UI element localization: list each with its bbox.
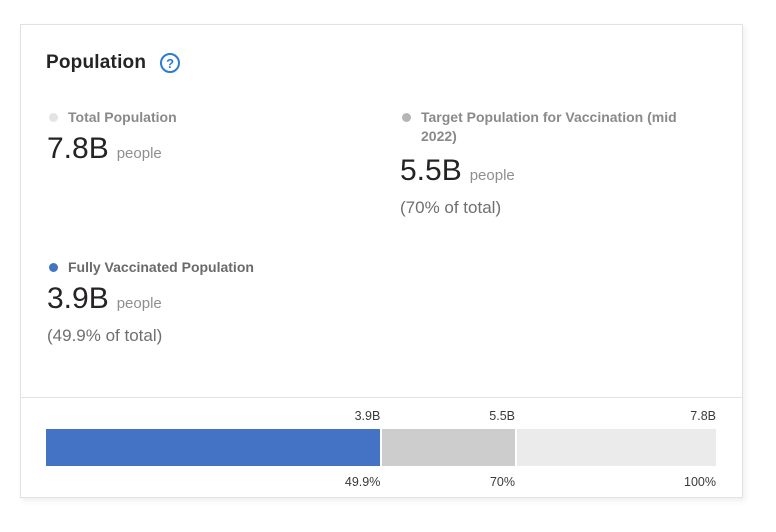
bar-value-label-2: 7.8B — [690, 409, 716, 423]
stat-unit: people — [469, 167, 515, 184]
card-header: Population ? — [46, 52, 181, 74]
fully-vaccinated-bullet-icon — [49, 263, 58, 272]
stat-total-population: Total Population 7.8B people — [47, 108, 377, 166]
bar-segment-0[interactable] — [46, 429, 381, 466]
bar-segment-1[interactable] — [380, 429, 515, 466]
population-card: Population ? Total Population 7.8B peopl… — [20, 24, 743, 498]
stat-label: Total Population — [68, 109, 177, 125]
stat-label: Fully Vaccinated Population — [68, 259, 254, 275]
question-circle-icon[interactable]: ? — [160, 53, 181, 73]
stat-unit: people — [116, 145, 162, 162]
bar-value-axis: 3.9B 5.5B 7.8B — [46, 409, 716, 423]
total-population-bullet-icon — [49, 113, 58, 122]
stat-percent-of-total: (49.9% of total) — [47, 326, 163, 345]
bar-value-label-1: 5.5B — [489, 409, 515, 423]
bar-percent-axis: 49.9% 70% 100% — [46, 475, 716, 489]
stat-value: 7.8B — [47, 132, 109, 165]
stat-value: 3.9B — [47, 282, 109, 315]
target-population-bullet-icon — [402, 113, 411, 122]
stat-fully-vaccinated-population: Fully Vaccinated Population 3.9B people … — [47, 258, 377, 346]
bar-value-label-0: 3.9B — [354, 409, 381, 423]
stat-label: Target Population for Vaccination (mid 2… — [421, 109, 677, 144]
bar-percent-label-1: 70% — [489, 475, 515, 489]
page-title: Population — [46, 52, 147, 73]
stat-value: 5.5B — [400, 154, 462, 187]
bar-percent-label-2: 100% — [684, 475, 716, 489]
stat-percent-of-total: (70% of total) — [400, 198, 502, 217]
population-progress-chart: 3.9B 5.5B 7.8B 49.9% 70% 100% — [21, 397, 742, 497]
bar-percent-label-0: 49.9% — [344, 475, 381, 489]
bar-track — [46, 429, 716, 466]
stat-unit: people — [116, 295, 162, 312]
stat-target-population: Target Population for Vaccination (mid 2… — [400, 108, 730, 218]
bar-segment-2[interactable] — [515, 429, 716, 466]
